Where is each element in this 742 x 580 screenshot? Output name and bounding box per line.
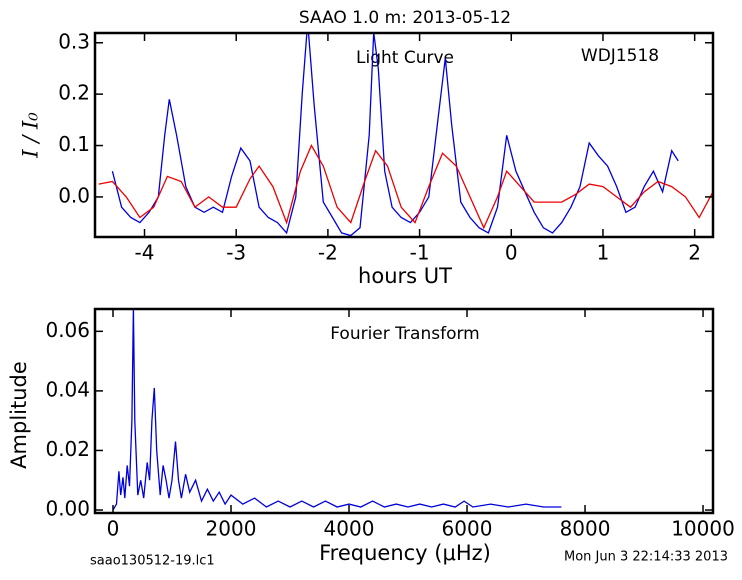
plot-frame bbox=[93, 307, 715, 515]
y-tick-label: 0.04 bbox=[45, 377, 90, 401]
data-line bbox=[112, 309, 562, 511]
y-tick-label: 0.06 bbox=[45, 318, 90, 342]
plot-frame bbox=[93, 31, 715, 239]
x-tick-label: 2 bbox=[688, 241, 701, 265]
annotation: WDJ1518 bbox=[581, 46, 659, 66]
x-axis-label: hours UT bbox=[358, 264, 452, 288]
x-tick-label: -3 bbox=[226, 241, 246, 265]
y-tick-label: 0.02 bbox=[45, 437, 90, 461]
x-tick-label: 1 bbox=[597, 241, 610, 265]
y-axis-label: I / I₀ bbox=[19, 112, 43, 159]
x-tick-label: 0 bbox=[505, 241, 518, 265]
x-tick-label: 10000 bbox=[671, 517, 735, 541]
x-tick-label: 6000 bbox=[442, 517, 493, 541]
y-tick-label: 0.3 bbox=[58, 29, 90, 53]
data-line bbox=[111, 33, 679, 237]
x-tick-label: 0 bbox=[107, 517, 120, 541]
chart-title: SAAO 1.0 m: 2013-05-12 bbox=[299, 8, 511, 28]
x-tick-label: -1 bbox=[410, 241, 430, 265]
x-tick-label: -4 bbox=[135, 241, 155, 265]
y-tick-label: 0.1 bbox=[58, 132, 90, 156]
y-axis-label: Amplitude bbox=[7, 361, 31, 469]
data-line bbox=[98, 144, 713, 230]
x-tick-label: 2000 bbox=[206, 517, 257, 541]
y-tick-label: 0.0 bbox=[58, 183, 90, 207]
annotation: Light Curve bbox=[356, 48, 454, 68]
y-tick-label: 0.00 bbox=[45, 497, 90, 521]
annotation: Fourier Transform bbox=[330, 324, 479, 344]
x-tick-label: 8000 bbox=[560, 517, 611, 541]
footer-right: Mon Jun 3 22:14:33 2013 bbox=[564, 550, 728, 565]
x-axis-label: Frequency (μHz) bbox=[319, 541, 491, 565]
x-tick-label: 4000 bbox=[324, 517, 375, 541]
y-tick-label: 0.2 bbox=[58, 81, 90, 105]
x-tick-label: -2 bbox=[318, 241, 338, 265]
footer-left: saao130512-19.lc1 bbox=[90, 554, 215, 569]
